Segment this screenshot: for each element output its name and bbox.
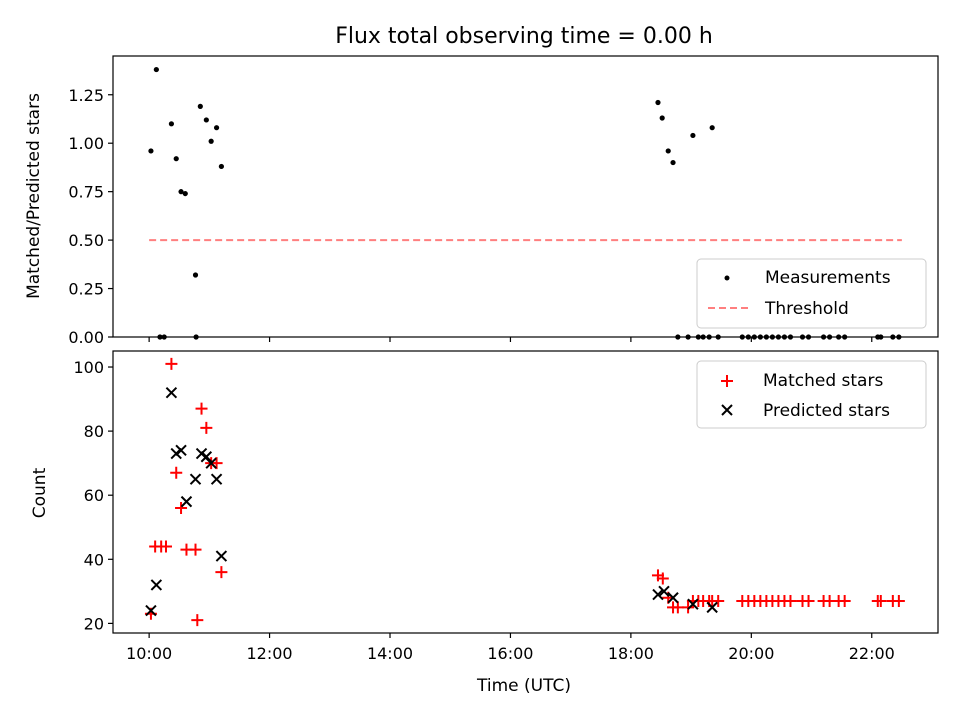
matched-point [892,594,905,607]
predicted-point [150,579,163,591]
x-tick-label: 14:00 [367,644,413,663]
ratio-legend-box [696,258,927,329]
predicted-point [165,386,178,399]
predicted-point [687,598,699,610]
x-tick-label: 16:00 [487,644,533,663]
count-legend: Matched stars Predicted stars [696,360,927,429]
measurement-point [192,272,199,278]
y-tick-label: 40 [84,550,104,569]
matched-point [784,594,797,607]
matched-point [159,540,172,553]
ratio-legend: Measurements Threshold [696,258,927,329]
predicted-point [215,550,228,562]
matched-point [838,594,851,607]
legend-matched-marker [721,375,733,387]
matched-point [802,594,815,607]
measurement-point [655,99,661,106]
measurement-point [197,103,203,109]
matched-point [874,594,887,607]
predicted-point [667,592,679,604]
y-tick-label: 1.00 [68,134,104,153]
matched-point [215,566,228,579]
predicted-point [205,457,217,469]
legend-measurements-label: Measurements [765,268,891,288]
predicted-point [652,588,664,601]
matched-point [175,502,188,515]
measurement-point [153,66,159,73]
chart-title: Flux total observing time = 0.00 h [335,24,713,49]
measurement-point [709,125,715,131]
predicted-point [145,604,157,617]
x-axis-label: Time (UTC) [476,676,571,696]
matched-point [671,601,684,614]
measurement-point [168,121,175,127]
measurement-point [218,163,224,170]
matched-point [195,402,208,415]
measurement-point [173,156,179,162]
predicted-point [200,451,213,463]
count-plot-frame [112,350,939,634]
legend-measurements-marker [724,275,730,281]
y-tick-label: 100 [73,358,104,377]
measurement-point [182,190,188,197]
matched-point [712,594,725,607]
ratio-plot-frame [112,55,939,338]
matched-point [682,601,695,614]
count-panel: Count Time (UTC) 20 40 60 80 100 10:00 12:00 1… [30,350,939,696]
y-tick-label: 0.75 [68,183,104,202]
x-tick-label: 10:00 [126,644,172,663]
measurement-point [148,148,154,154]
measurement-point [208,138,214,144]
ratio-panel: Flux total observing time = 0.00 h Match… [24,24,939,347]
predicted-point [189,473,202,485]
predicted-point [658,585,670,598]
count-y-axis-label: Count [30,467,50,518]
y-tick-label: 0.50 [68,231,104,250]
x-tick-label: 20:00 [728,644,774,663]
y-tick-label: 1.25 [68,86,104,105]
matched-point [200,421,213,434]
x-tick-label: 18:00 [608,644,654,663]
matched-point [210,457,223,470]
ratio-y-axis-label: Matched/Predicted stars [24,93,44,299]
legend-matched-label: Matched stars [763,371,883,391]
y-tick-label: 60 [84,486,104,505]
measurement-point [690,132,696,139]
legend-predicted-marker [721,404,733,416]
matched-point [189,543,202,556]
predicted-point [175,444,187,457]
measurement-point [659,115,665,121]
legend-predicted-label: Predicted stars [763,401,890,421]
measurement-point [665,148,671,154]
y-tick-label: 0.00 [68,328,104,347]
y-tick-label: 0.25 [68,280,104,299]
legend-threshold-label: Threshold [764,299,849,319]
x-tick-label: 12:00 [247,644,293,663]
matched-point [656,572,669,585]
measurement-point [178,189,184,195]
y-tick-label: 20 [84,614,104,633]
measurement-point [203,117,209,123]
x-tick-label: 22:00 [849,644,895,663]
predicted-point [210,473,223,485]
predicted-point [706,601,718,614]
measurement-point [670,159,676,166]
matched-point [170,466,183,479]
count-legend-box [696,360,927,429]
matched-point [191,614,204,627]
predicted-point [180,495,193,508]
matched-point [165,357,178,370]
measurement-point [213,125,220,131]
y-tick-label: 80 [84,422,104,441]
